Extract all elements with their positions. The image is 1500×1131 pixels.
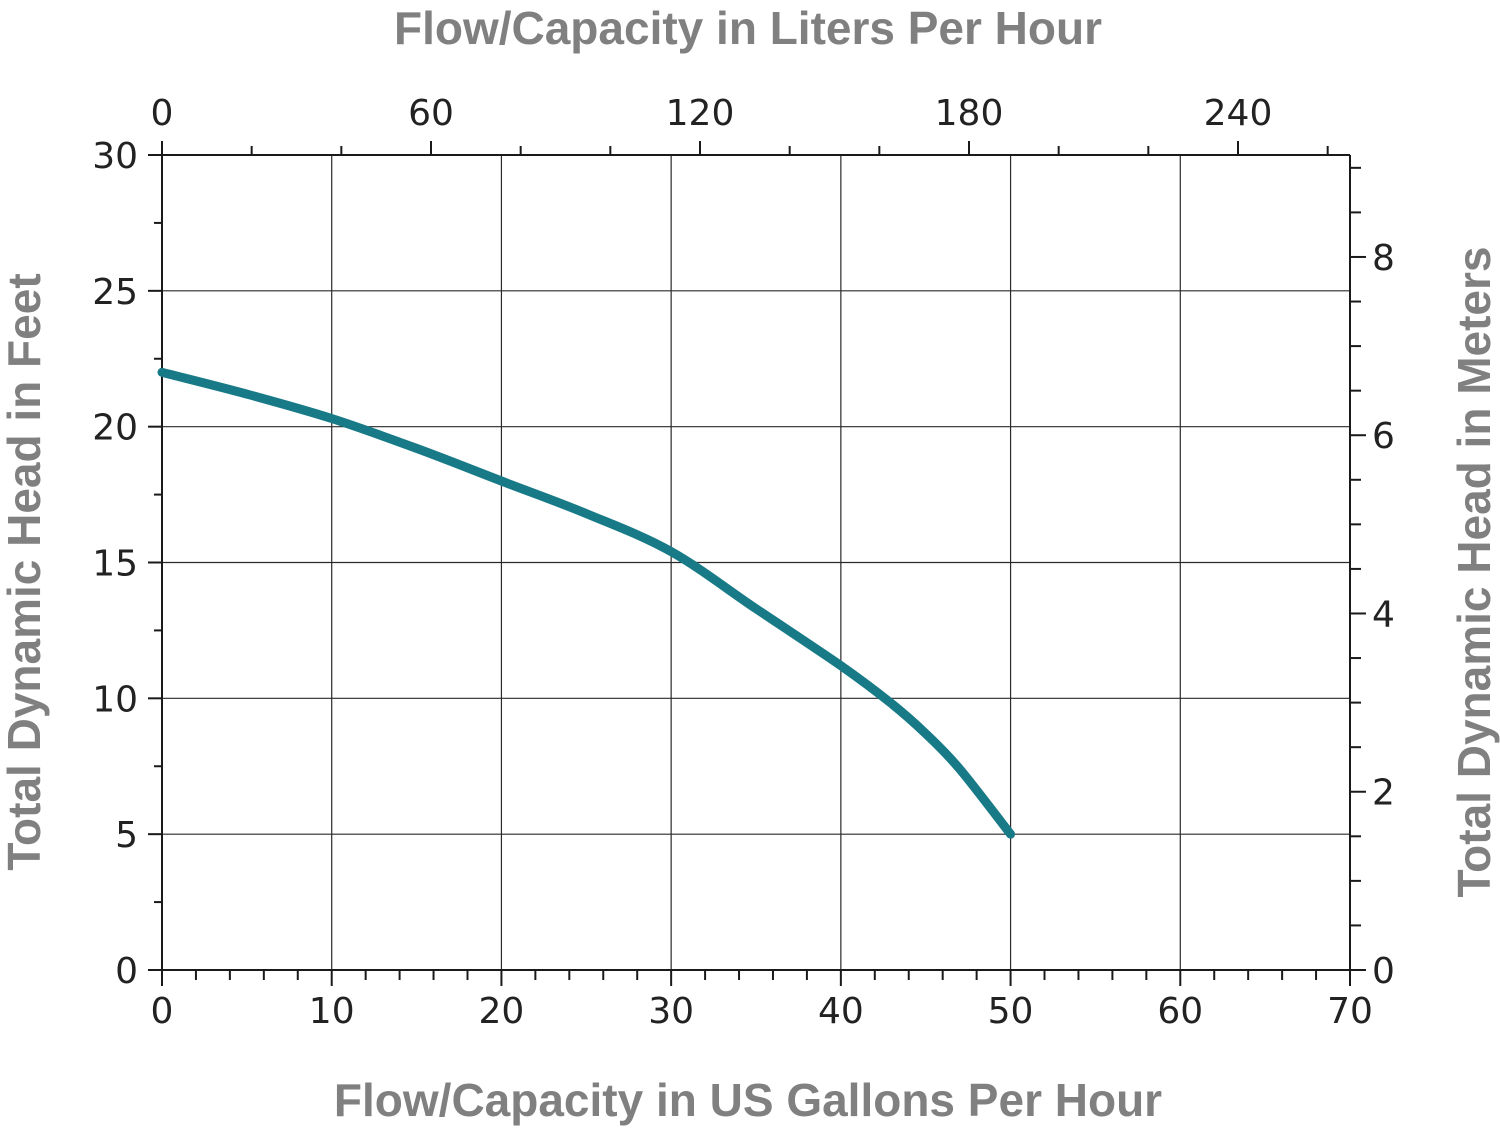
left-tick-label-0: 0 (115, 951, 138, 992)
bottom-tick-label-40: 40 (818, 991, 864, 1032)
right-tick-label-8: 8 (1372, 238, 1395, 279)
left-axis-title: Total Dynamic Head in Feet (0, 273, 50, 870)
top-tick-label-60: 60 (408, 93, 454, 134)
bottom-tick-label-70: 70 (1327, 991, 1373, 1032)
bottom-axis-title: Flow/Capacity in US Gallons Per Hour (334, 1074, 1162, 1126)
top-axis-title: Flow/Capacity in Liters Per Hour (394, 2, 1102, 54)
bottom-tick-label-50: 50 (988, 991, 1034, 1032)
top-tick-label-180: 180 (935, 93, 1004, 134)
left-tick-label-10: 10 (92, 679, 138, 720)
right-tick-label-4: 4 (1372, 594, 1395, 635)
right-axis-title: Total Dynamic Head in Meters (1448, 247, 1500, 898)
right-tick-label-6: 6 (1372, 416, 1395, 457)
top-tick-label-120: 120 (666, 93, 735, 134)
top-tick-label-240: 240 (1204, 93, 1273, 134)
bottom-tick-label-20: 20 (479, 991, 525, 1032)
left-tick-label-30: 30 (92, 136, 138, 177)
grid-layer (161, 154, 1351, 971)
left-tick-label-5: 5 (115, 815, 138, 856)
right-tick-label-2: 2 (1372, 773, 1395, 814)
series-line-0 (157, 367, 1016, 839)
series-layer (157, 367, 1016, 839)
bottom-tick-label-0: 0 (151, 991, 174, 1032)
left-tick-label-15: 15 (92, 544, 138, 585)
bottom-tick-label-30: 30 (648, 991, 694, 1032)
left-tick-label-25: 25 (92, 272, 138, 313)
bottom-tick-label-60: 60 (1157, 991, 1203, 1032)
left-tick-label-20: 20 (92, 408, 138, 449)
right-tick-label-0: 0 (1372, 951, 1395, 992)
axis-layer: 0 10 20 30 40 50 60 700 60 120 180 2400510152025300… (92, 93, 1395, 1032)
bottom-tick-label-10: 10 (309, 991, 355, 1032)
top-tick-label-0: 0 (151, 93, 174, 134)
